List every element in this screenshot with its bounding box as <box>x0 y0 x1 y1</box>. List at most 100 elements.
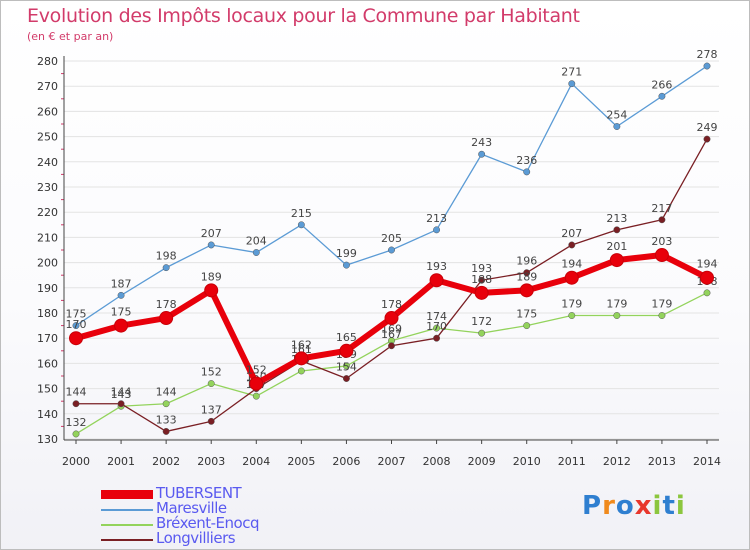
data-point <box>429 273 444 288</box>
x-tick-label: 2006 <box>332 455 360 468</box>
data-point <box>703 289 711 297</box>
data-label: 133 <box>156 413 177 426</box>
x-tick-label: 2008 <box>423 455 451 468</box>
data-label: 217 <box>651 202 672 215</box>
data-label: 194 <box>697 258 718 271</box>
data-point <box>609 253 624 268</box>
logo-letter: t <box>662 491 676 521</box>
legend-swatch <box>101 490 153 499</box>
data-point <box>252 392 260 400</box>
legend-label: TUBERSENT <box>156 484 242 502</box>
data-label: 170 <box>66 318 87 331</box>
data-label: 189 <box>201 270 222 283</box>
data-point <box>703 135 711 143</box>
y-tick-label: 170 <box>37 332 58 345</box>
data-label: 187 <box>111 277 132 290</box>
data-label: 174 <box>426 310 447 323</box>
proxiti-logo: Proxiti <box>582 491 686 521</box>
data-label: 193 <box>426 260 447 273</box>
legend-swatch <box>101 508 153 511</box>
data-point <box>72 400 80 408</box>
y-tick-label: 230 <box>37 181 58 194</box>
data-point <box>204 283 219 298</box>
x-tick-label: 2010 <box>513 455 541 468</box>
data-point <box>339 343 354 358</box>
data-label: 170 <box>426 320 447 333</box>
data-point <box>297 367 305 375</box>
data-point <box>433 226 441 234</box>
x-tick-label: 2005 <box>287 455 315 468</box>
data-point <box>478 329 486 337</box>
data-point <box>388 342 395 350</box>
legend-swatch <box>101 538 153 541</box>
y-tick-label: 200 <box>37 257 58 270</box>
data-label: 179 <box>606 298 627 311</box>
data-label: 169 <box>381 323 402 336</box>
data-label: 189 <box>516 270 537 283</box>
data-label: 243 <box>471 136 492 149</box>
legend-label: Maresville <box>156 499 227 517</box>
data-point <box>654 248 669 263</box>
legend-label: Longvilliers <box>156 529 236 547</box>
data-label: 178 <box>156 298 177 311</box>
data-point <box>117 400 125 408</box>
data-point <box>207 417 215 425</box>
y-tick-label: 270 <box>37 80 58 93</box>
y-tick-label: 210 <box>37 231 58 244</box>
data-label: 266 <box>651 78 672 91</box>
data-point <box>523 322 531 330</box>
logo-letter: x <box>634 491 653 521</box>
data-label: 203 <box>651 235 672 248</box>
data-point <box>69 331 83 346</box>
data-point <box>478 150 486 158</box>
data-point <box>433 334 441 342</box>
data-label: 199 <box>336 247 357 260</box>
data-point <box>433 324 441 332</box>
data-label: 172 <box>471 315 492 328</box>
y-tick-label: 220 <box>37 206 58 219</box>
data-point <box>568 312 576 319</box>
y-tick-label: 250 <box>37 131 58 144</box>
data-point <box>72 430 80 438</box>
data-label: 152 <box>246 364 267 377</box>
data-point <box>613 123 621 130</box>
x-tick-label: 2000 <box>62 455 90 468</box>
data-label: 144 <box>156 386 177 399</box>
data-label: 196 <box>516 255 537 268</box>
data-label: 236 <box>516 154 537 167</box>
legend-label: Bréxent-Enocq <box>156 514 259 532</box>
y-tick-label: 150 <box>37 383 58 396</box>
data-point <box>478 276 486 284</box>
data-point <box>207 241 215 249</box>
data-point <box>297 221 305 229</box>
y-tick-label: 280 <box>37 55 58 68</box>
data-label: 278 <box>697 48 718 61</box>
data-point <box>703 62 711 70</box>
data-label: 175 <box>516 308 537 321</box>
data-point <box>568 80 576 88</box>
data-label: 152 <box>201 366 222 379</box>
legend-swatch <box>101 523 153 526</box>
data-label: 165 <box>336 331 357 344</box>
data-label: 178 <box>381 298 402 311</box>
data-point <box>384 311 399 326</box>
data-point <box>114 318 129 333</box>
y-tick-label: 130 <box>37 433 58 446</box>
x-tick-label: 2001 <box>107 455 135 468</box>
logo-letter: i <box>675 491 686 521</box>
x-tick-label: 2003 <box>197 455 225 468</box>
x-tick-label: 2007 <box>378 455 406 468</box>
y-tick-label: 260 <box>37 105 58 118</box>
data-point <box>207 380 215 388</box>
data-point <box>72 322 80 330</box>
data-point <box>523 168 531 176</box>
data-label: 205 <box>381 232 402 245</box>
x-tick-label: 2012 <box>603 455 631 468</box>
x-tick-label: 2011 <box>558 455 586 468</box>
data-label: 167 <box>381 328 402 341</box>
x-tick-label: 2009 <box>468 455 496 468</box>
data-point <box>658 312 666 319</box>
data-label: 193 <box>471 262 492 275</box>
data-label: 188 <box>471 273 492 286</box>
data-label: 215 <box>291 207 312 220</box>
